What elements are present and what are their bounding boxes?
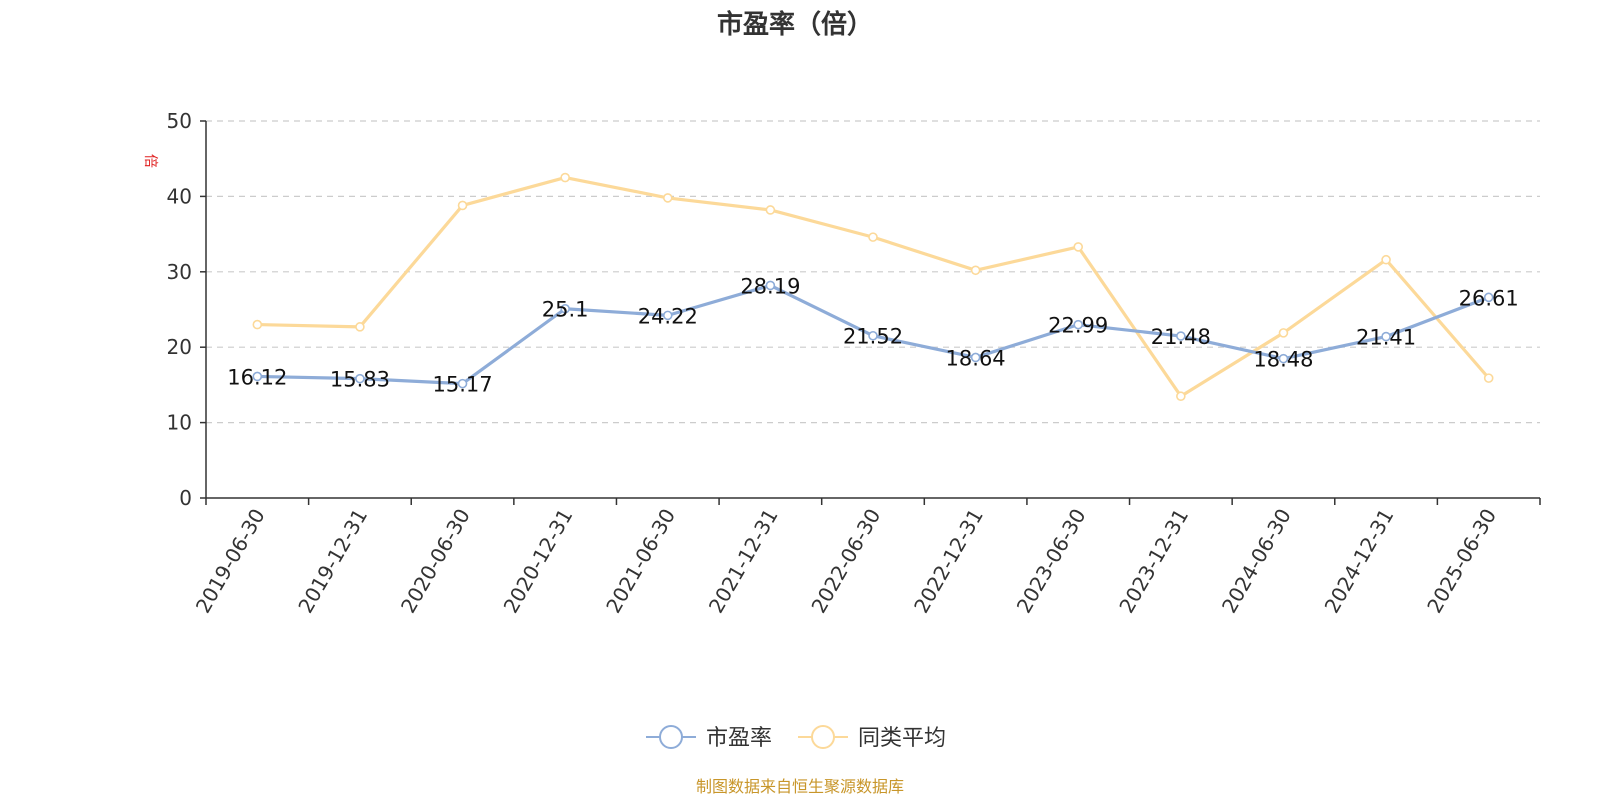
data-point-0[interactable] bbox=[252, 371, 263, 382]
legend[interactable]: 市盈率 同类平均 bbox=[646, 725, 946, 751]
data-point-0[interactable] bbox=[765, 280, 776, 291]
data-point-1[interactable] bbox=[560, 172, 570, 183]
data-label: 24.22 bbox=[638, 304, 698, 328]
legend-label-0[interactable]: 市盈率 bbox=[706, 726, 772, 751]
data-label: 21.48 bbox=[1151, 325, 1211, 349]
y-tick-label: 0 bbox=[179, 486, 192, 510]
data-label: 16.12 bbox=[227, 365, 287, 389]
data-point-1[interactable] bbox=[970, 265, 981, 276]
y-tick-label: 20 bbox=[167, 335, 192, 359]
data-label: 22.99 bbox=[1048, 314, 1108, 338]
x-tick-label: 2021-12-31 bbox=[704, 505, 783, 618]
x-tick-label: 2020-06-30 bbox=[396, 505, 475, 618]
data-point-0[interactable] bbox=[1483, 292, 1494, 303]
y-axis-unit-label: 倍 bbox=[142, 154, 158, 168]
x-tick-label: 2024-06-30 bbox=[1217, 505, 1296, 618]
data-point-0[interactable] bbox=[970, 352, 981, 363]
data-point-0[interactable] bbox=[457, 378, 468, 389]
data-labels: 16.12 15.83 15.17 25.1 24.22 28.19 21.52 18.64 2… bbox=[227, 274, 1519, 396]
data-point-0[interactable] bbox=[355, 373, 365, 384]
data-point-1[interactable] bbox=[662, 193, 673, 203]
chart-title: 市盈率（倍） bbox=[717, 9, 873, 40]
legend-marker-0[interactable] bbox=[659, 725, 683, 749]
x-tick-label: 2024-12-31 bbox=[1320, 505, 1399, 618]
data-point-1[interactable] bbox=[252, 319, 263, 330]
data-point-1[interactable] bbox=[457, 200, 468, 211]
data-point-0[interactable] bbox=[1381, 331, 1391, 342]
data-point-1[interactable] bbox=[868, 232, 878, 242]
x-tick-label: 2025-06-30 bbox=[1422, 505, 1501, 618]
x-tick-label: 2022-06-30 bbox=[806, 505, 885, 618]
y-tick-label: 50 bbox=[167, 109, 192, 133]
y-tick-label: 30 bbox=[167, 260, 192, 284]
data-point-0[interactable] bbox=[662, 310, 673, 321]
x-tick-label: 2022-12-31 bbox=[909, 505, 988, 618]
data-label: 25.1 bbox=[542, 298, 589, 322]
x-tick-label: 2020-12-31 bbox=[499, 505, 578, 618]
legend-marker-1[interactable] bbox=[811, 725, 835, 749]
data-label: 21.41 bbox=[1356, 326, 1416, 350]
data-point-0[interactable] bbox=[868, 330, 878, 341]
x-tick-label: 2019-06-30 bbox=[191, 505, 270, 618]
x-tick-label: 2023-12-31 bbox=[1114, 505, 1193, 618]
data-point-1[interactable] bbox=[1483, 373, 1494, 383]
data-label: 26.61 bbox=[1459, 286, 1519, 310]
data-point-1[interactable] bbox=[1176, 391, 1186, 402]
data-point-0[interactable] bbox=[1176, 331, 1186, 341]
data-label: 15.17 bbox=[432, 373, 492, 397]
axes: 0 10 20 30 40 50 2019-06-30 2019-12-31 2020-06-3… bbox=[167, 109, 1541, 618]
data-point-1[interactable] bbox=[1381, 254, 1391, 265]
data-label: 21.52 bbox=[843, 325, 903, 349]
legend-label-1[interactable]: 同类平均 bbox=[858, 726, 946, 751]
grid-lines bbox=[206, 120, 1540, 424]
x-tick-label: 2019-12-31 bbox=[293, 505, 372, 618]
data-point-1[interactable] bbox=[1073, 242, 1084, 252]
data-point-1[interactable] bbox=[355, 322, 365, 332]
data-label: 15.83 bbox=[330, 368, 390, 392]
data-label: 28.19 bbox=[740, 274, 800, 298]
data-point-1[interactable] bbox=[765, 205, 776, 215]
data-point-0[interactable] bbox=[1073, 319, 1084, 330]
data-point-1[interactable] bbox=[1278, 328, 1289, 338]
data-point-0[interactable] bbox=[1278, 353, 1289, 364]
source-note: 制图数据来自恒生聚源数据库 bbox=[696, 777, 904, 796]
data-label: 18.64 bbox=[946, 346, 1006, 370]
x-tick-label: 2023-06-30 bbox=[1012, 505, 1091, 618]
y-tick-label: 40 bbox=[167, 184, 192, 208]
series-lines bbox=[252, 172, 1494, 402]
data-label: 18.48 bbox=[1253, 348, 1313, 372]
data-point-0[interactable] bbox=[560, 303, 570, 314]
x-tick-label: 2021-06-30 bbox=[601, 505, 680, 618]
y-tick-label: 10 bbox=[167, 411, 192, 435]
